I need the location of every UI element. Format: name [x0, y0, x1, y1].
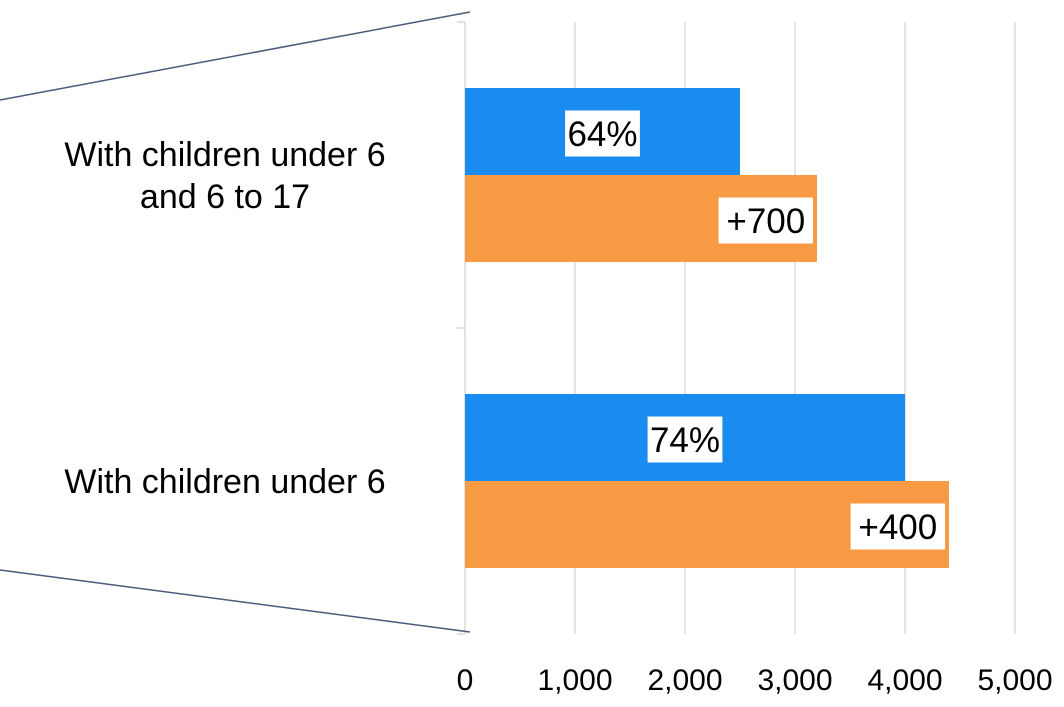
category-label: and 6 to 17: [140, 178, 310, 216]
category-labels: With children under 6 and 6 to 17 With chi…: [64, 136, 385, 501]
data-label-box: [565, 110, 640, 157]
data-label: +400: [858, 508, 937, 547]
callout-line-top: [0, 11, 471, 101]
x-tick-label: 1,000: [537, 664, 612, 697]
x-tick-label: 0: [457, 664, 474, 697]
data-label: +700: [726, 202, 805, 241]
callout-line-bottom: [0, 569, 471, 633]
data-labels: 64% +700 74% +400: [565, 110, 945, 550]
data-label: 64%: [567, 115, 637, 154]
data-label-box: [718, 197, 813, 244]
zoom-callout-lines: [0, 11, 471, 633]
data-label-box: [647, 416, 723, 463]
category-label: With children under 6: [64, 136, 385, 174]
x-tick-label: 3,000: [757, 664, 832, 697]
x-tick-label: 5,000: [977, 664, 1052, 697]
bars: [465, 88, 949, 568]
category-axis: [457, 21, 466, 635]
category-label: With children under 6: [64, 463, 385, 501]
x-tick-label: 2,000: [647, 664, 722, 697]
data-label-box: [850, 503, 945, 550]
x-tick-label: 4,000: [867, 664, 942, 697]
x-tick-labels: 0 1,000 2,000 3,000 4,000 5,000: [457, 664, 1053, 697]
data-label: 74%: [650, 421, 720, 460]
